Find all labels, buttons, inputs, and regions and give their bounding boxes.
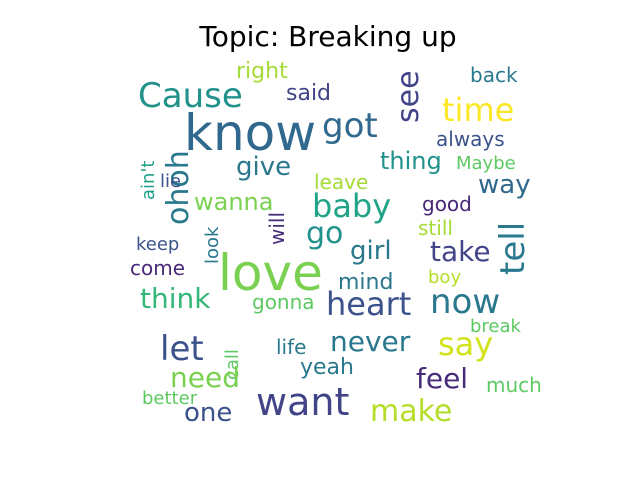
word-much: much xyxy=(486,373,542,397)
word-make: make xyxy=(370,394,452,429)
word-take: take xyxy=(430,235,491,268)
word-way: way xyxy=(478,170,531,200)
word-gonna: gonna xyxy=(252,290,315,314)
word-better: better xyxy=(142,388,198,409)
word-now: now xyxy=(430,282,500,322)
word-lie: lie xyxy=(160,171,181,192)
word-keep: keep xyxy=(136,234,179,255)
word-mind: mind xyxy=(338,270,393,295)
word-right: right xyxy=(236,59,288,84)
word-will: will xyxy=(265,212,289,245)
word-break: break xyxy=(470,316,522,337)
word-see: see xyxy=(391,70,426,123)
word-know: know xyxy=(184,104,316,162)
word-baby: baby xyxy=(312,187,391,225)
word-come: come xyxy=(130,256,185,280)
word-always: always xyxy=(436,127,505,151)
word-let: let xyxy=(160,329,204,369)
word-ohoh: ohoh xyxy=(161,150,196,225)
word-yeah: yeah xyxy=(300,355,354,380)
word-heart: heart xyxy=(326,285,411,323)
word-boy: boy xyxy=(428,267,461,288)
word-love: love xyxy=(218,244,323,302)
word-maybe: Maybe xyxy=(456,153,516,174)
word-go: go xyxy=(306,216,343,251)
word-call: call xyxy=(222,349,243,380)
word-one: one xyxy=(184,398,232,428)
word-feel: feel xyxy=(416,362,468,395)
plot-title: Topic: Breaking up xyxy=(199,20,457,53)
word-say: say xyxy=(438,325,493,363)
word-still: still xyxy=(418,216,453,240)
word-said: said xyxy=(286,81,331,106)
word-girl: girl xyxy=(350,236,392,266)
word-cause: Cause xyxy=(138,76,243,116)
word-wanna: wanna xyxy=(194,188,273,216)
word-think: think xyxy=(140,282,211,315)
word-back: back xyxy=(470,63,518,87)
word-look: look xyxy=(202,226,223,264)
word-give: give xyxy=(236,152,291,182)
word-aint: ain't xyxy=(138,161,159,200)
word-got: got xyxy=(322,106,378,146)
word-thing: thing xyxy=(380,147,442,175)
word-good: good xyxy=(422,192,472,216)
word-want: want xyxy=(256,380,349,424)
word-need: need xyxy=(170,361,240,394)
word-leave: leave xyxy=(314,170,368,194)
word-time: time xyxy=(442,91,514,129)
word-never: never xyxy=(330,325,411,358)
word-life: life xyxy=(276,335,306,359)
word-tell: tell xyxy=(493,222,533,275)
